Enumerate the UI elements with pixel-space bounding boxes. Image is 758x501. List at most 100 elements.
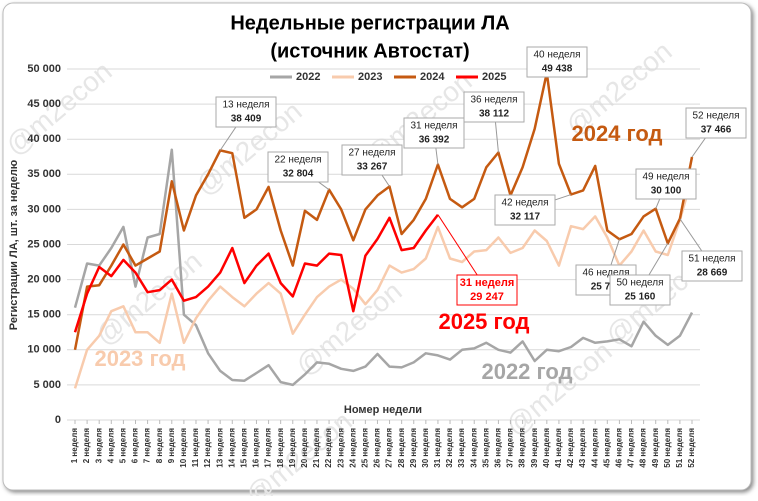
x-tick-label: 11 неделя [191, 428, 200, 468]
x-tick-label: 23 неделя [336, 428, 345, 468]
y-tick-label: 10 000 [27, 344, 61, 356]
callout-box [267, 151, 329, 183]
x-tick-label: 28 неделя [397, 428, 406, 468]
callout-box [341, 144, 403, 176]
x-tick-label: 41 неделя [554, 428, 563, 468]
callout-week: 42 неделя [501, 198, 548, 209]
x-tick-label: 24 неделя [348, 428, 357, 468]
callout-value: 38 112 [479, 109, 509, 120]
x-tick-label: 49 неделя [651, 428, 660, 468]
callout-value: 38 409 [231, 114, 262, 125]
x-tick-label: 22 неделя [324, 428, 333, 468]
x-tick-label: 37 неделя [506, 428, 515, 468]
callout-value: 28 669 [697, 268, 728, 279]
x-tick-label: 36 неделя [494, 428, 503, 468]
x-tick-label: 20 неделя [300, 428, 309, 468]
x-tick-label: 40 неделя [542, 428, 551, 468]
chart-title: (источник Автостат) [270, 40, 469, 62]
legend-label: 2023 [358, 71, 382, 83]
x-tick-label: 50 неделя [663, 428, 672, 468]
y-axis-label: Регистрации ЛА, шт. за неделю [8, 160, 20, 330]
callout-week: 22 неделя [274, 155, 321, 166]
callout-box [685, 107, 747, 139]
series-line [73, 177, 694, 389]
x-tick-label: 26 неделя [373, 428, 382, 468]
x-tick-label: 14 неделя [227, 428, 236, 468]
x-tick-label: 8 неделя [155, 428, 164, 464]
x-tick-label: 6 неделя [131, 428, 140, 464]
x-tick-label: 18 неделя [276, 428, 285, 468]
x-tick-label: 33 неделя [457, 428, 466, 468]
callout-value: 33 267 [357, 162, 388, 173]
x-tick-label: 32 неделя [445, 428, 454, 468]
y-tick-label: 25 000 [27, 238, 61, 250]
callout-week: 50 неделя [616, 278, 663, 289]
x-tick-label: 5 неделя [119, 428, 128, 464]
x-tick-label: 25 неделя [360, 428, 369, 468]
callout-box [494, 194, 556, 226]
x-tick-label: 43 неделя [578, 428, 587, 468]
y-tick-label: 50 000 [27, 63, 61, 75]
x-tick-label: 34 неделя [469, 428, 478, 468]
year-annotation: 2025 год [438, 309, 529, 334]
callout-value: 29 247 [470, 291, 504, 303]
y-tick-label: 5 000 [33, 379, 61, 391]
callout-box [526, 46, 588, 78]
x-tick-label: 15 неделя [239, 428, 248, 468]
callout-value: 36 392 [419, 135, 450, 146]
callout-week: 31 неделя [460, 277, 515, 289]
x-tick-label: 29 неделя [409, 428, 418, 468]
x-tick-label: 47 неделя [627, 428, 636, 468]
year-annotation: 2024 год [571, 121, 662, 146]
callout-box [215, 96, 277, 128]
legend-label: 2024 [420, 71, 445, 83]
callout-value: 30 100 [651, 186, 682, 197]
x-tick-label: 39 неделя [530, 428, 539, 468]
x-tick-label: 38 неделя [518, 428, 527, 468]
y-tick-label: 35 000 [27, 168, 61, 180]
x-tick-label: 45 неделя [602, 428, 611, 468]
x-tick-label: 12 неделя [203, 428, 212, 468]
x-tick-label: 4 неделя [106, 428, 115, 464]
callout-week: 31 неделя [410, 121, 457, 132]
callout-week: 13 неделя [222, 100, 269, 111]
x-tick-label: 21 неделя [312, 428, 321, 468]
callout-box [463, 91, 525, 123]
x-axis-label: Номер недели [344, 404, 422, 416]
series-line [73, 71, 694, 351]
y-tick-label: 40 000 [27, 133, 61, 145]
x-tick-label: 35 неделя [481, 428, 490, 468]
x-tick-label: 42 неделя [566, 428, 575, 468]
x-tick-label: 31 неделя [433, 428, 442, 468]
callout-week: 46 неделя [582, 268, 629, 279]
callout-value: 49 438 [542, 64, 573, 75]
frame [2, 2, 752, 491]
x-tick-label: 16 неделя [252, 428, 261, 468]
x-tick-label: 44 неделя [590, 428, 599, 468]
legend-label: 2025 [482, 71, 506, 83]
callout-value: 25 740 [591, 282, 622, 293]
x-tick-label: 46 неделя [615, 428, 624, 468]
series-line [73, 148, 694, 387]
callout-week: 49 неделя [642, 172, 689, 183]
year-annotation: 2023 год [94, 346, 185, 371]
callout-box [681, 250, 743, 282]
y-tick-label: 45 000 [27, 98, 61, 110]
x-tick-label: 51 неделя [675, 428, 684, 468]
x-tick-label: 27 неделя [385, 428, 394, 468]
y-tick-label: 30 000 [27, 203, 61, 215]
callout-value: 32 117 [510, 212, 540, 223]
x-tick-label: 2 неделя [82, 428, 91, 464]
callout-box [635, 168, 697, 200]
x-tick-label: 30 неделя [421, 428, 430, 468]
callout-box [609, 274, 671, 306]
callout-value: 37 466 [701, 125, 732, 136]
x-tick-label: 7 неделя [143, 428, 152, 464]
callout-box [456, 274, 518, 306]
x-tick-label: 9 неделя [167, 428, 176, 464]
x-tick-label: 3 неделя [94, 428, 103, 464]
x-tick-label: 52 неделя [687, 428, 696, 468]
series-line [73, 213, 439, 333]
y-tick-label: 0 [55, 414, 61, 426]
